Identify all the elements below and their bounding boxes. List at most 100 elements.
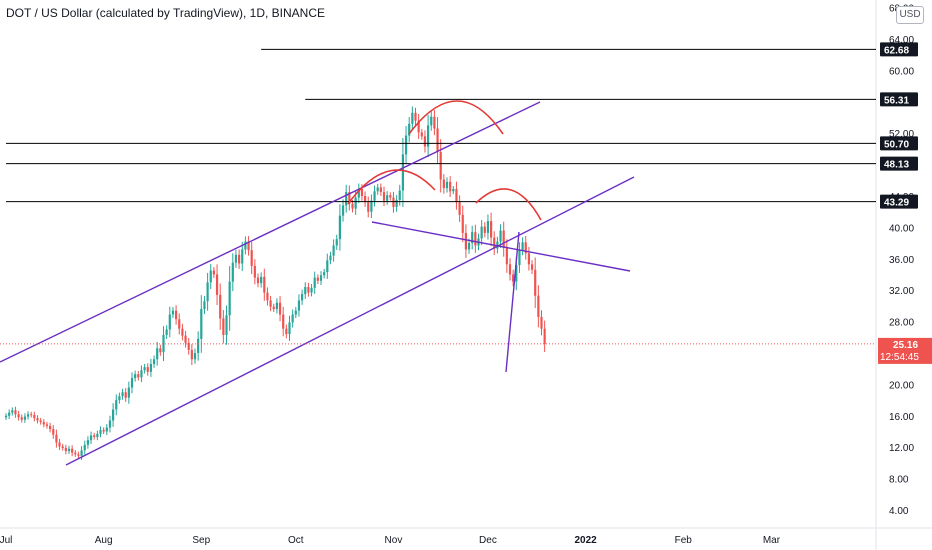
candle bbox=[310, 283, 313, 297]
candle bbox=[534, 257, 537, 309]
currency-button[interactable]: USD bbox=[896, 6, 924, 24]
candle-body bbox=[96, 433, 99, 437]
candle-body bbox=[329, 255, 332, 261]
price-tick-label: 60.00 bbox=[889, 66, 914, 77]
candle-body bbox=[291, 314, 294, 323]
candle bbox=[449, 176, 452, 198]
candle bbox=[521, 237, 524, 256]
candle bbox=[382, 186, 386, 207]
candle bbox=[461, 205, 464, 243]
price-axis: 4.00 8.00 12.00 16.00 20.00 28.00 32.00 36.00 40… bbox=[889, 4, 914, 517]
candle bbox=[190, 344, 193, 366]
candle-body bbox=[137, 374, 140, 378]
candle-body bbox=[33, 415, 36, 419]
candle-body bbox=[521, 242, 524, 251]
candle bbox=[291, 309, 294, 328]
candle-body bbox=[373, 191, 376, 201]
candle-body bbox=[20, 417, 23, 420]
candle bbox=[71, 445, 74, 457]
candle bbox=[439, 139, 442, 193]
candle-body bbox=[364, 196, 367, 203]
level-badge: 50.70 bbox=[880, 136, 918, 151]
candle-body bbox=[338, 215, 341, 240]
candle-body bbox=[203, 301, 206, 310]
candle-body bbox=[99, 429, 102, 434]
level-badge: 56.31 bbox=[880, 92, 918, 107]
right-shoulder-arc bbox=[475, 188, 542, 221]
candle-body bbox=[175, 310, 178, 320]
candle-body bbox=[458, 202, 461, 215]
candle bbox=[77, 451, 80, 459]
candle-body bbox=[401, 154, 404, 191]
candle bbox=[253, 259, 256, 285]
candle-body bbox=[108, 420, 112, 428]
candle-body bbox=[181, 328, 184, 336]
candle-body bbox=[219, 294, 222, 319]
candle-body bbox=[234, 254, 238, 263]
candle-body bbox=[58, 442, 61, 447]
candle-body bbox=[326, 260, 329, 273]
last-price-badge-box bbox=[878, 337, 932, 364]
time-tick-label: Oct bbox=[288, 535, 304, 546]
candle bbox=[540, 310, 543, 336]
candle bbox=[42, 419, 45, 428]
candle-body bbox=[212, 270, 215, 275]
candle bbox=[197, 331, 200, 361]
candle bbox=[323, 268, 326, 279]
candle bbox=[118, 392, 121, 404]
candle bbox=[193, 348, 197, 364]
candle-body bbox=[452, 188, 455, 192]
candle-body bbox=[417, 120, 420, 133]
candle bbox=[209, 263, 212, 290]
candle bbox=[203, 296, 206, 315]
candle-body bbox=[427, 125, 430, 147]
candle bbox=[417, 113, 420, 140]
channel-upper-line bbox=[0, 101, 541, 363]
candle bbox=[241, 241, 244, 272]
candle bbox=[527, 246, 530, 271]
candle-body bbox=[367, 202, 370, 212]
candle-body bbox=[156, 348, 159, 360]
candle-body bbox=[74, 452, 77, 455]
candle-body bbox=[162, 334, 165, 353]
candles bbox=[4, 106, 546, 460]
candle-body bbox=[540, 316, 543, 329]
candle bbox=[427, 114, 430, 157]
candle-body bbox=[80, 450, 83, 456]
candle-body bbox=[335, 239, 338, 246]
candle-body bbox=[266, 292, 269, 301]
candle-body bbox=[316, 277, 319, 281]
candle-body bbox=[165, 329, 168, 335]
level-badge-box bbox=[880, 42, 918, 57]
candle bbox=[490, 212, 493, 247]
candle-body bbox=[118, 396, 121, 401]
candle bbox=[212, 267, 215, 279]
candle-body bbox=[61, 446, 64, 448]
candle bbox=[423, 130, 427, 153]
candle-body bbox=[505, 247, 508, 265]
candle-body bbox=[159, 348, 162, 353]
time-tick-label: Feb bbox=[675, 535, 693, 546]
candle-body bbox=[149, 363, 152, 372]
candle-body bbox=[467, 243, 471, 250]
level-badge-box bbox=[880, 156, 918, 171]
candle bbox=[171, 307, 175, 319]
candle bbox=[23, 413, 26, 423]
candle bbox=[112, 403, 115, 427]
candle-body bbox=[260, 276, 263, 284]
level-badge-value: 43.29 bbox=[884, 198, 909, 209]
candle bbox=[455, 181, 458, 210]
candle-body bbox=[285, 328, 288, 335]
candle bbox=[420, 128, 423, 140]
time-tick-label: Dec bbox=[479, 535, 497, 546]
candle-body bbox=[83, 444, 86, 451]
candle-body bbox=[483, 226, 486, 233]
candle-body bbox=[256, 277, 260, 284]
candle bbox=[247, 236, 250, 256]
candle-body bbox=[215, 274, 219, 295]
left-shoulder-arc bbox=[347, 169, 436, 205]
candle bbox=[215, 264, 219, 306]
candle bbox=[124, 388, 127, 402]
candle-body bbox=[115, 400, 118, 410]
